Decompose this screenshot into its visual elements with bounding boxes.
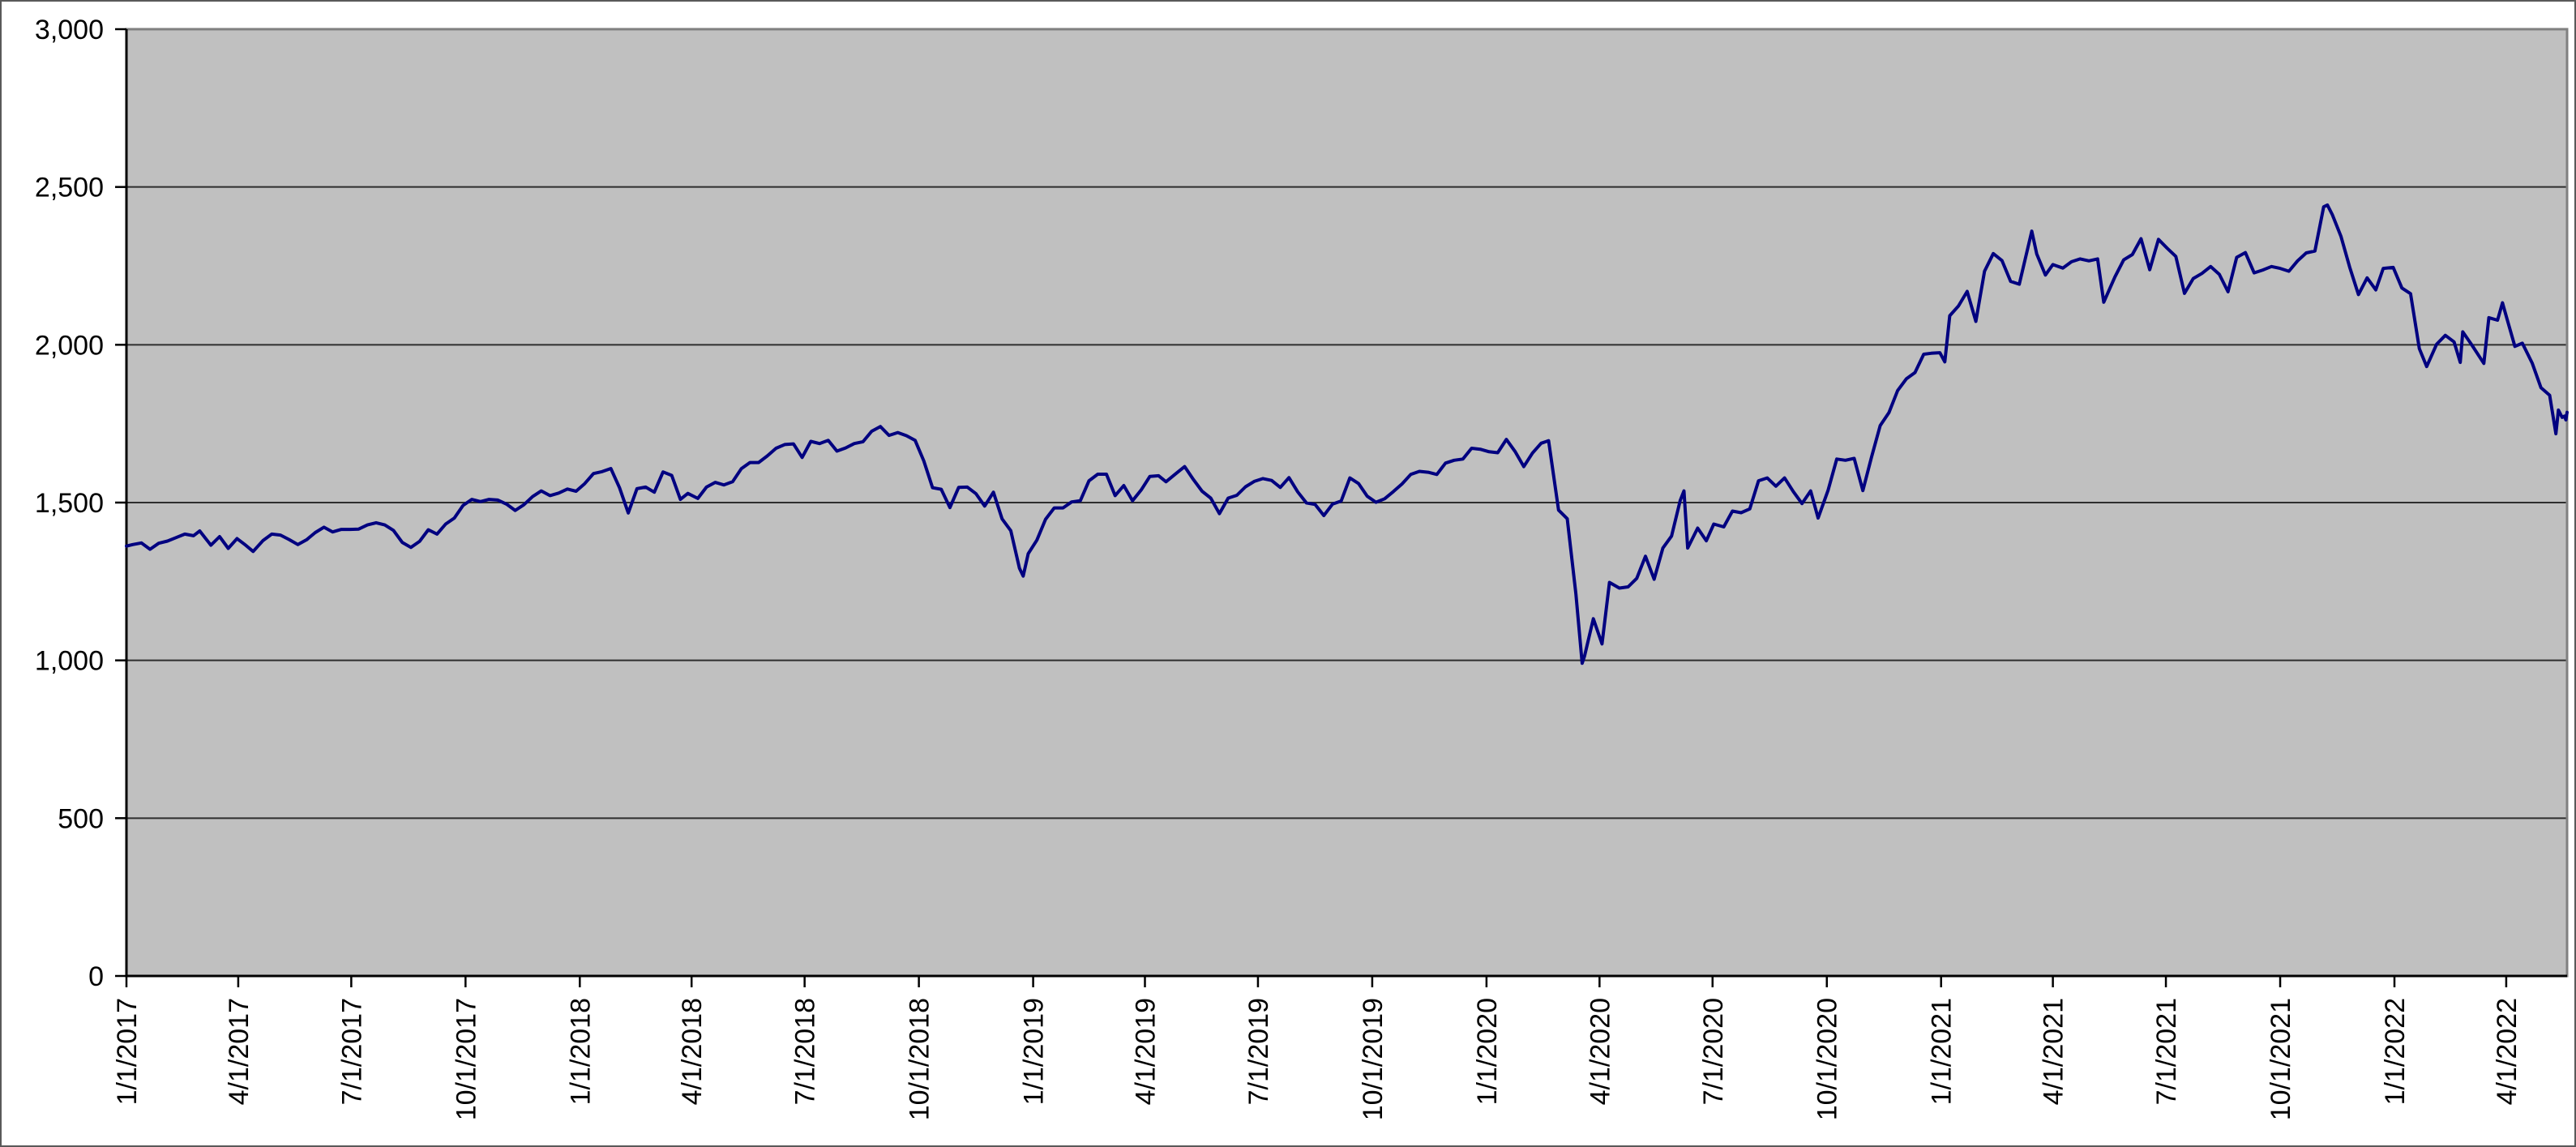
x-axis-label: 1/1/2021 bbox=[1927, 998, 1958, 1105]
x-axis-label: 4/1/2020 bbox=[1585, 998, 1615, 1105]
x-axis-label: 1/1/2017 bbox=[112, 998, 143, 1105]
y-axis-label: 3,000 bbox=[35, 15, 104, 45]
data-series-line bbox=[125, 203, 2569, 666]
x-axis-label: 10/1/2019 bbox=[1358, 998, 1389, 1120]
x-axis-label: 7/1/2021 bbox=[2151, 998, 2182, 1105]
x-axis-label: 10/1/2021 bbox=[2266, 998, 2296, 1120]
x-axis-label: 10/1/2020 bbox=[1812, 998, 1843, 1120]
x-axis-label: 4/1/2019 bbox=[1130, 998, 1161, 1105]
x-axis-label: 10/1/2017 bbox=[451, 998, 481, 1120]
x-axis-label: 4/1/2017 bbox=[224, 998, 255, 1105]
y-axis-label: 2,000 bbox=[35, 330, 104, 361]
x-axis-label: 7/1/2019 bbox=[1243, 998, 1274, 1105]
x-axis-label: 4/1/2018 bbox=[677, 998, 708, 1105]
y-axis-label: 2,500 bbox=[35, 173, 104, 203]
x-axis-label: 4/1/2021 bbox=[2039, 998, 2069, 1105]
y-axis-label: 500 bbox=[58, 803, 104, 834]
x-axis-label: 1/1/2019 bbox=[1019, 998, 1050, 1105]
y-axis-label: 1,500 bbox=[35, 488, 104, 519]
x-axis-label: 4/1/2022 bbox=[2492, 998, 2523, 1105]
x-axis-label: 1/1/2018 bbox=[565, 998, 596, 1105]
x-axis-label: 10/1/2018 bbox=[905, 998, 935, 1120]
x-axis-label: 1/1/2022 bbox=[2380, 998, 2411, 1105]
y-axis-label: 0 bbox=[88, 961, 104, 992]
x-axis-label: 7/1/2017 bbox=[336, 998, 367, 1105]
x-axis-label: 7/1/2018 bbox=[790, 998, 821, 1105]
x-axis-label: 7/1/2020 bbox=[1698, 998, 1729, 1105]
y-axis-label: 1,000 bbox=[35, 646, 104, 677]
x-axis-label: 1/1/2020 bbox=[1472, 998, 1503, 1105]
